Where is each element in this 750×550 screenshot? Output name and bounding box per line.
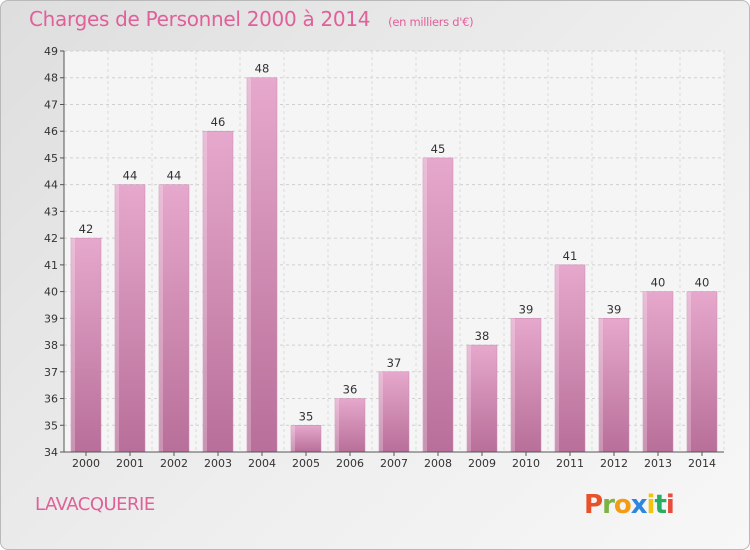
bar-highlight: [511, 318, 515, 452]
y-tick-label: 42: [44, 232, 58, 245]
x-tick-label: 2008: [424, 457, 452, 470]
x-tick-label: 2009: [468, 457, 496, 470]
bar-value-label: 40: [695, 276, 710, 290]
bar-highlight: [247, 77, 251, 452]
x-tick-label: 2014: [688, 457, 716, 470]
y-tick-label: 38: [44, 339, 58, 352]
bar-highlight: [423, 157, 427, 452]
chart-title: Charges de Personnel 2000 à 2014 (en mill…: [29, 7, 474, 31]
bar-value-label: 39: [607, 302, 622, 316]
bar: [378, 371, 410, 453]
bar-highlight: [687, 291, 691, 452]
x-tick-label: 2005: [292, 457, 320, 470]
y-tick-label: 48: [44, 72, 58, 85]
bar: [466, 344, 498, 453]
y-tick-label: 44: [44, 179, 58, 192]
commune-name: LAVACQUERIE: [35, 494, 155, 515]
y-tick-label: 39: [44, 312, 58, 325]
logo-letter: i: [665, 490, 675, 520]
x-tick-label: 2002: [160, 457, 188, 470]
x-tick-label: 2004: [248, 457, 276, 470]
logo-letter: x: [630, 490, 648, 520]
bar-highlight: [599, 318, 603, 452]
bar-value-label: 45: [431, 142, 446, 156]
x-tick-label: 2006: [336, 457, 364, 470]
x-tick-label: 2013: [644, 457, 672, 470]
bar: [202, 130, 234, 453]
x-tick-label: 2001: [116, 457, 144, 470]
bar: [114, 184, 146, 453]
bar: [510, 318, 542, 453]
labels: 34 35 36 37 38 39 40 41 42 43 44 45 46 47 48 49 42 2000 44…: [44, 45, 716, 470]
x-tick-label: 2012: [600, 457, 628, 470]
y-tick-label: 37: [44, 366, 58, 379]
y-tick-label: 47: [44, 98, 58, 111]
bar-value-label: 37: [387, 356, 402, 370]
bar-value-label: 35: [299, 409, 314, 423]
bar-value-label: 44: [123, 169, 138, 183]
bar-value-label: 44: [167, 169, 182, 183]
bar-value-label: 42: [79, 222, 94, 236]
bar: [70, 237, 102, 453]
bar: [334, 398, 366, 453]
y-tick-label: 49: [44, 45, 58, 58]
bars: [70, 77, 718, 453]
bar-highlight: [643, 291, 647, 452]
bar-value-label: 38: [475, 329, 490, 343]
bar-highlight: [379, 371, 383, 452]
bar: [290, 425, 322, 453]
x-tick-label: 2007: [380, 457, 408, 470]
bar-highlight: [335, 398, 339, 452]
y-tick-label: 41: [44, 259, 58, 272]
bar-value-label: 41: [563, 249, 578, 263]
logo-letter: i: [646, 490, 656, 520]
chart-subtitle: (en milliers d'€): [388, 15, 474, 29]
bar-value-label: 39: [519, 302, 534, 316]
bar: [598, 318, 630, 453]
y-tick-label: 34: [44, 446, 58, 459]
y-tick-label: 46: [44, 125, 58, 138]
bar: [642, 291, 674, 453]
bar: [246, 77, 278, 453]
bar-highlight: [555, 264, 559, 452]
logo-letter: P: [584, 490, 603, 520]
x-tick-label: 2000: [72, 457, 100, 470]
bar-value-label: 46: [211, 115, 226, 129]
bar-highlight: [159, 184, 163, 452]
y-tick-label: 36: [44, 393, 58, 406]
logo-letter: t: [654, 490, 666, 520]
bar: [422, 157, 454, 453]
y-tick-label: 43: [44, 205, 58, 218]
bar-highlight: [467, 345, 471, 452]
axes: [60, 50, 724, 456]
bar-highlight: [203, 131, 207, 452]
bar-value-label: 48: [255, 62, 270, 76]
x-tick-label: 2011: [556, 457, 584, 470]
bar: [554, 264, 586, 453]
y-tick-label: 40: [44, 286, 58, 299]
chart-title-text: Charges de Personnel 2000 à 2014: [29, 7, 371, 31]
bar-value-label: 36: [343, 383, 358, 397]
bar: [686, 291, 718, 453]
bar-highlight: [71, 238, 75, 452]
bar: [158, 184, 190, 453]
y-tick-label: 35: [44, 419, 58, 432]
bar-highlight: [291, 425, 295, 452]
x-tick-label: 2010: [512, 457, 540, 470]
logo-letter: r: [602, 490, 615, 520]
logo-letter: o: [613, 490, 632, 520]
y-tick-label: 45: [44, 152, 58, 165]
x-tick-label: 2003: [204, 457, 232, 470]
bar-highlight: [115, 184, 119, 452]
proxiti-logo: Proxiti: [584, 490, 675, 520]
bar-value-label: 40: [651, 276, 666, 290]
